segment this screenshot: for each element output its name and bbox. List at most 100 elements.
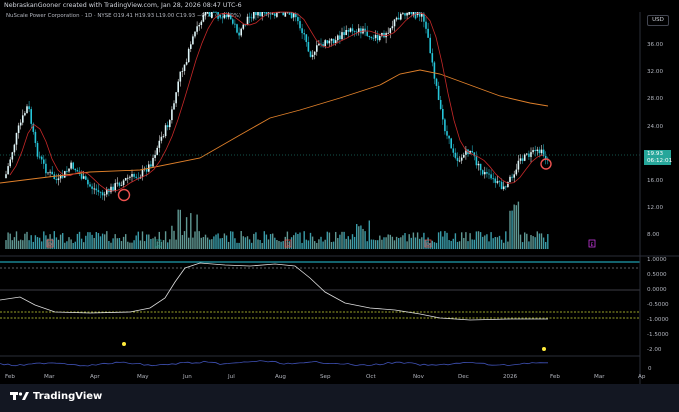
volume-bar [288,241,291,249]
candle-body [421,13,423,17]
candle-body [74,168,77,171]
candle-body [360,28,362,34]
candle-body [339,35,341,40]
volume-bar [318,239,320,249]
volume-bar [194,231,196,249]
volume-bar [395,236,398,249]
volume-bar [433,242,436,249]
volume-bar [303,231,305,249]
candle-body [309,51,312,57]
event-marker[interactable] [46,239,54,248]
volume-bar [251,242,253,249]
candle-body [471,150,473,153]
volume-bar [127,241,129,249]
candle-body [234,23,236,25]
volume-bar [526,233,528,249]
volume-bar [307,240,310,249]
volume-bar [137,231,139,249]
time-axis-label: Oct [366,374,376,380]
volume-bar [246,236,249,249]
volume-bar [114,234,116,249]
volume-bar [45,235,47,249]
volume-bar [17,240,20,249]
candle-body [47,172,49,174]
candle-body [80,173,83,179]
volume-bar [471,239,473,249]
volume-bar [66,241,68,249]
candle-body [232,19,234,24]
volume-bar [330,242,333,249]
volume-bar [150,238,152,249]
candle-body [530,152,532,157]
candle-body [45,163,47,174]
candle-body [274,13,276,16]
candle-body [17,125,20,133]
volume-bar [374,240,377,249]
candle-body [425,21,427,29]
candle-body [334,40,337,44]
candle-body [185,62,188,65]
candle-body [414,12,417,19]
volume-bar [536,231,538,249]
footer-bar [0,384,679,412]
event-marker[interactable] [424,239,432,248]
volume-bar [11,240,13,249]
volume-bar [160,241,163,249]
event-marker-label: D [286,242,290,248]
volume-bar [370,239,373,249]
candle-body [208,12,211,17]
candle-body [368,35,371,37]
volume-bar [188,237,190,249]
volume-bar [305,239,307,249]
candle-body [326,40,329,44]
candle-body [183,64,186,72]
candle-body [26,106,28,114]
volume-bar [326,231,328,249]
volume-bar [206,237,209,249]
volume-bar [204,234,207,249]
candle-body [526,153,528,155]
indicator-axis-label: -1.5000 [647,332,669,338]
candle-body [265,12,268,16]
volume-bar [324,239,326,249]
candle-body [484,172,486,175]
candle-body [250,17,253,19]
volume-bar [192,237,194,249]
candle-body [229,14,232,20]
volume-bar [383,237,385,249]
volume-bar [34,235,37,249]
volume-bar [492,238,494,249]
candle-body [435,78,438,86]
tradingview-logo[interactable]: TradingView [10,391,102,402]
volume-bar [106,231,108,249]
volume-bar [423,232,425,249]
candle-body [410,12,413,14]
volume-bar [20,239,22,249]
candle-body [532,150,534,153]
price-axis-label: 16.00 [647,178,664,184]
volume-bar [465,232,467,249]
candle-body [179,71,182,82]
candle-body [475,156,478,166]
candle-body [225,14,228,18]
candle-body [164,125,167,137]
currency-button[interactable]: USD [647,15,669,26]
volume-bar [385,237,387,249]
event-marker[interactable] [154,239,162,248]
candle-body [19,122,22,126]
volume-bar [200,237,202,249]
candle-body [91,186,93,189]
candle-body [120,184,123,186]
event-marker[interactable] [284,239,292,248]
price-axis-label: 8.00 [647,232,660,238]
candle-body [204,12,207,16]
volume-bar [240,231,242,249]
event-marker-label: D [156,242,160,248]
volume-bar [337,238,339,249]
event-marker[interactable] [588,239,596,248]
volume-bar [393,240,396,249]
candle-body [515,169,518,175]
volume-bar [120,241,123,249]
candle-body [160,136,163,141]
